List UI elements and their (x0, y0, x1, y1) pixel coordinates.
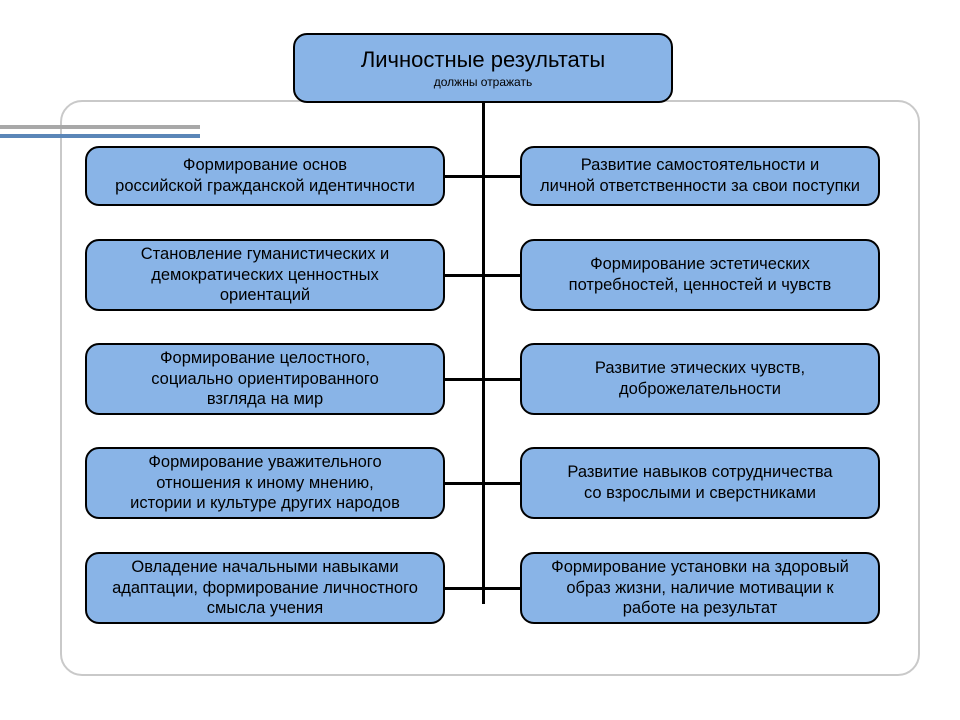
right-node-4: Формирование установки на здоровый образ… (520, 552, 880, 624)
right-node-2: Развитие этических чувств, доброжелатель… (520, 343, 880, 415)
right-node-0: Развитие самостоятельности и личной отве… (520, 146, 880, 206)
connector-row-3 (443, 482, 522, 485)
root-node-content: Личностные результаты должны отражать (361, 46, 605, 91)
connector-spine (482, 103, 485, 604)
right-node-text-0: Развитие самостоятельности и личной отве… (540, 155, 860, 196)
connector-row-0 (443, 175, 522, 178)
slide-canvas: Формирование основ российской гражданско… (0, 0, 960, 720)
left-node-1: Становление гуманистических и демократич… (85, 239, 445, 311)
connector-row-4 (443, 587, 522, 590)
decor-bar-2 (0, 134, 200, 138)
left-node-text-4: Овладение начальными навыками адаптации,… (112, 557, 418, 619)
right-node-3: Развитие навыков сотрудничества со взрос… (520, 447, 880, 519)
right-node-text-1: Формирование эстетических потребностей, … (569, 254, 832, 295)
left-node-text-1: Становление гуманистических и демократич… (141, 244, 390, 306)
connector-row-1 (443, 274, 522, 277)
right-node-text-4: Формирование установки на здоровый образ… (551, 557, 849, 619)
right-node-1: Формирование эстетических потребностей, … (520, 239, 880, 311)
left-node-4: Овладение начальными навыками адаптации,… (85, 552, 445, 624)
left-node-text-0: Формирование основ российской гражданско… (115, 155, 415, 196)
left-node-3: Формирование уважительного отношения к и… (85, 447, 445, 519)
root-title: Личностные результаты (361, 46, 605, 74)
root-subtitle: должны отражать (361, 75, 605, 90)
left-node-0: Формирование основ российской гражданско… (85, 146, 445, 206)
root-node: Личностные результаты должны отражать (293, 33, 673, 103)
left-node-text-3: Формирование уважительного отношения к и… (130, 452, 400, 514)
right-node-text-3: Развитие навыков сотрудничества со взрос… (567, 462, 832, 503)
left-node-text-2: Формирование целостного, социально ориен… (151, 348, 379, 410)
decor-bar-1 (0, 125, 200, 129)
connector-row-2 (443, 378, 522, 381)
right-node-text-2: Развитие этических чувств, доброжелатель… (595, 358, 805, 399)
left-node-2: Формирование целостного, социально ориен… (85, 343, 445, 415)
